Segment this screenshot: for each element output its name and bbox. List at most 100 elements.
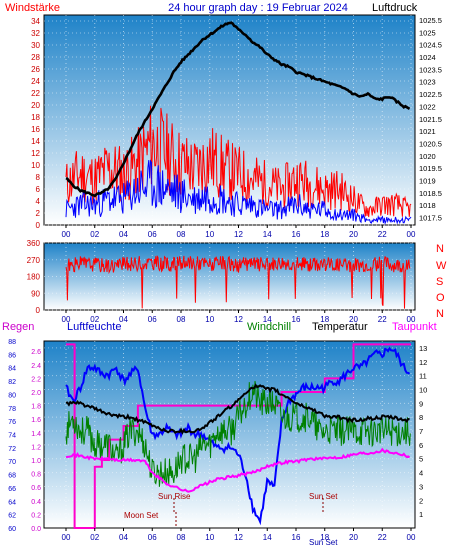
direction-tick-label: 180 xyxy=(27,273,41,282)
right-tick-label: 1 xyxy=(419,510,423,519)
x-tick-label: 08 xyxy=(177,533,186,542)
compass-n-bottom: N xyxy=(436,308,444,320)
x-tick-label: 04 xyxy=(119,230,128,239)
x-tick-label: 00 xyxy=(62,230,71,239)
left-tick-label: 30 xyxy=(31,41,40,50)
right-tick-label: 1021.5 xyxy=(419,115,442,124)
right-tick-label: 9 xyxy=(419,399,423,408)
right-tick-label: 1021 xyxy=(419,127,436,136)
right-tick-label: 7 xyxy=(419,427,423,436)
humidity-label: Luftfeuchte xyxy=(67,321,121,333)
sun-set-label: Sun Set xyxy=(309,492,338,501)
rain-tick-label: 2.6 xyxy=(31,349,41,356)
x-tick-label: 16 xyxy=(292,533,301,542)
left-tick-label: 14 xyxy=(31,137,40,146)
x-tick-label: 00 xyxy=(62,533,71,542)
x-tick-label: 12 xyxy=(234,315,243,324)
humidity-tick-label: 82 xyxy=(8,379,16,386)
rain-tick-label: 2.0 xyxy=(31,390,41,397)
x-tick-label: 18 xyxy=(320,533,329,542)
right-tick-label: 10 xyxy=(419,385,427,394)
left-tick-label: 8 xyxy=(36,173,41,182)
rain-tick-label: 1.0 xyxy=(31,458,41,465)
right-tick-label: 13 xyxy=(419,344,427,353)
windchill-line xyxy=(65,380,411,487)
wind-average-line xyxy=(65,159,412,226)
left-tick-label: 4 xyxy=(36,197,41,206)
sun-set-bottom-label: Sun Set xyxy=(309,538,338,547)
humidity-tick-label: 66 xyxy=(8,486,16,493)
dewpoint-line xyxy=(65,447,411,493)
rain-label: Regen xyxy=(2,321,34,333)
x-tick-label: 00 xyxy=(62,315,71,324)
left-tick-label: 6 xyxy=(36,185,41,194)
right-tick-label: 1024.5 xyxy=(419,41,442,50)
right-tick-label: 1020 xyxy=(419,152,436,161)
x-tick-label: 02 xyxy=(90,315,99,324)
panel2-series xyxy=(65,254,411,309)
rain-tick-label: 0.0 xyxy=(31,526,41,533)
x-tick-label: 06 xyxy=(148,230,157,239)
x-tick-label: 02 xyxy=(90,230,99,239)
x-tick-label: 20 xyxy=(349,230,358,239)
rain-tick-label: 0.4 xyxy=(31,499,41,506)
x-tick-label: 02 xyxy=(90,533,99,542)
right-tick-label: 1023 xyxy=(419,78,436,87)
x-tick-label: 00 xyxy=(407,533,416,542)
x-tick-label: 00 xyxy=(407,230,416,239)
rain-tick-label: 1.6 xyxy=(31,417,41,424)
right-tick-label: 1018.5 xyxy=(419,189,442,198)
right-tick-label: 1018 xyxy=(419,201,436,210)
wind-strength-label: Windstärke xyxy=(5,2,60,14)
x-tick-label: 20 xyxy=(349,315,358,324)
x-tick-label: 10 xyxy=(205,315,214,324)
humidity-tick-label: 70 xyxy=(8,459,16,466)
x-tick-label: 18 xyxy=(320,230,329,239)
right-tick-label: 1025 xyxy=(419,28,436,37)
humidity-tick-label: 60 xyxy=(8,526,16,533)
x-tick-label: 06 xyxy=(148,315,157,324)
compass-n-top: N xyxy=(436,243,444,255)
rain-tick-label: 0.6 xyxy=(31,485,41,492)
panel-wind-direction xyxy=(43,242,416,311)
panel2-axes: 0 90 180 270 360 00 02 04 06 08 10 12 14 16 18 20 22 00 xyxy=(27,239,416,324)
x-tick-label: 04 xyxy=(119,533,128,542)
x-tick-label: 16 xyxy=(292,230,301,239)
x-tick-label: 12 xyxy=(234,533,243,542)
left-tick-label: 20 xyxy=(31,101,40,110)
left-tick-label: 24 xyxy=(31,77,40,86)
moon-set-label: Moon Set xyxy=(124,511,159,520)
wind-direction-line xyxy=(65,254,411,309)
x-tick-label: 22 xyxy=(378,315,387,324)
rain-line xyxy=(66,343,411,529)
right-tick-label: 11 xyxy=(419,372,427,381)
humidity-tick-label: 80 xyxy=(8,392,16,399)
humidity-tick-label: 76 xyxy=(8,419,16,426)
left-tick-label: 26 xyxy=(31,65,40,74)
right-tick-label: 5 xyxy=(419,455,423,464)
right-tick-label: 1017.5 xyxy=(419,214,442,223)
x-tick-label: 14 xyxy=(263,230,272,239)
x-tick-label: 00 xyxy=(407,315,416,324)
dewpoint-label: Taupunkt xyxy=(392,321,437,333)
rain-tick-label: 2.4 xyxy=(31,363,41,370)
panel3-series xyxy=(65,343,411,529)
temperature-label: Temperatur xyxy=(312,321,368,333)
x-tick-label: 10 xyxy=(205,533,214,542)
right-tick-label: 1020.5 xyxy=(419,139,442,148)
right-tick-label: 6 xyxy=(419,441,423,450)
right-tick-label: 2 xyxy=(419,496,423,505)
x-tick-label: 08 xyxy=(177,230,186,239)
humidity-tick-label: 84 xyxy=(8,366,16,373)
x-tick-label: 22 xyxy=(378,230,387,239)
humidity-tick-label: 78 xyxy=(8,406,16,413)
left-tick-label: 28 xyxy=(31,53,40,62)
rain-tick-label: 1.8 xyxy=(31,404,41,411)
right-tick-label: 1023.5 xyxy=(419,65,442,74)
x-tick-label: 08 xyxy=(177,315,186,324)
sun-rise-label: Sun Rise xyxy=(158,492,191,501)
rain-tick-label: 2.2 xyxy=(31,376,41,383)
direction-tick-label: 90 xyxy=(31,289,40,298)
windchill-label: Windchill xyxy=(247,321,291,333)
